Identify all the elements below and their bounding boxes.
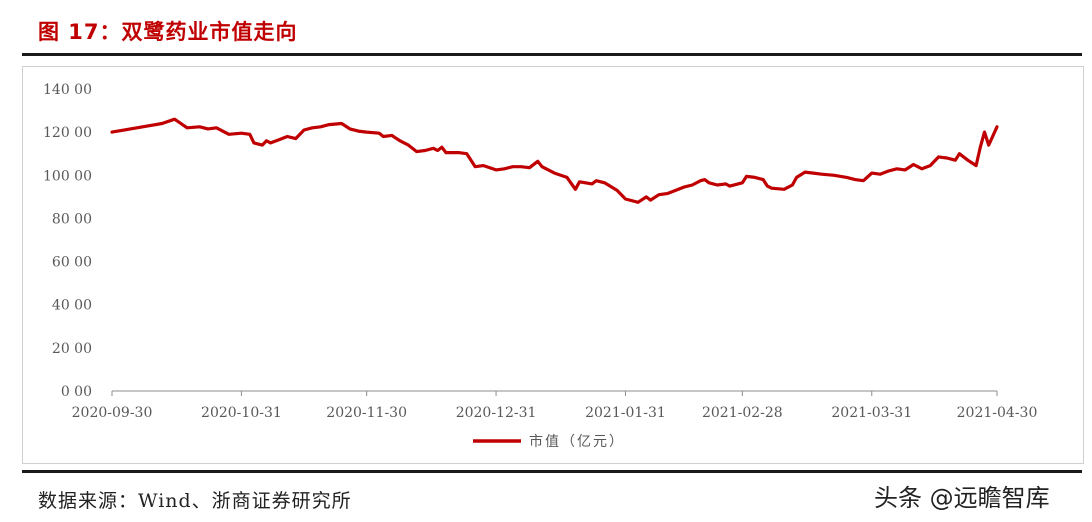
top-rule xyxy=(22,53,1082,56)
x-tick-label: 2020-11-30 xyxy=(326,405,407,421)
y-tick-label: 100 00 xyxy=(43,168,92,184)
y-tick-label: 60 00 xyxy=(52,255,92,271)
y-tick-label: 120 00 xyxy=(43,125,92,141)
y-tick-label: 80 00 xyxy=(52,211,92,227)
source-note: 数据来源：Wind、浙商证券研究所 xyxy=(38,490,352,512)
x-axis: 2020-09-30 2020-10-31 2020-11-30 2020-12-31… xyxy=(72,390,1038,421)
figure-title: 图 17：双鹭药业市值走向 xyxy=(38,20,298,44)
chart-frame: 0 00 20 00 40 00 60 00 80 00 100 00 120 00 140 … xyxy=(22,66,1084,464)
x-tick-label: 2021-01-31 xyxy=(585,405,666,421)
y-tick-label: 140 00 xyxy=(43,82,92,98)
watermark-text: 头条 @远瞻智库 xyxy=(874,484,1050,512)
x-tick-label: 2021-04-30 xyxy=(957,405,1038,421)
y-axis: 0 00 20 00 40 00 60 00 80 00 100 00 120 00 140 … xyxy=(43,82,92,400)
x-tick-label: 2021-03-31 xyxy=(831,405,912,421)
series-line-market-cap xyxy=(110,117,999,204)
x-tick-label: 2021-02-28 xyxy=(702,405,783,421)
x-tick-label: 2020-09-30 xyxy=(72,405,153,421)
y-tick-label: 20 00 xyxy=(52,341,92,357)
line-chart: 0 00 20 00 40 00 60 00 80 00 100 00 120 00 140 … xyxy=(43,82,1038,450)
bottom-rule xyxy=(22,470,1082,473)
legend-label: 市值（亿元） xyxy=(529,433,625,450)
y-tick-label: 40 00 xyxy=(52,298,92,314)
y-tick-label: 0 00 xyxy=(61,384,92,400)
x-tick-label: 2020-10-31 xyxy=(201,405,282,421)
x-tick-label: 2020-12-31 xyxy=(456,405,537,421)
legend: 市值（亿元） xyxy=(473,433,625,450)
series-layer xyxy=(110,117,999,204)
